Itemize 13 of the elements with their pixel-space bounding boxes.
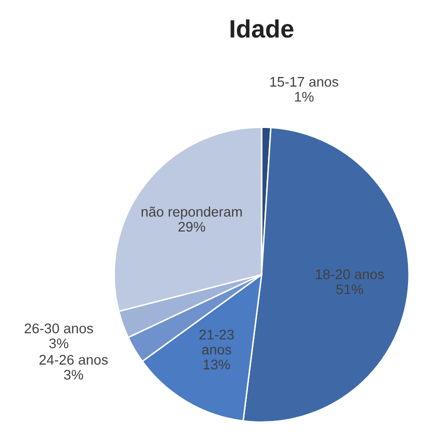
slice-label: não reponderam xyxy=(142,206,242,220)
data-label: 1% xyxy=(295,92,314,102)
slice-label: 21-23 anos xyxy=(200,330,234,355)
slice-label: 15-17 anos xyxy=(270,77,338,87)
data-label: 51% xyxy=(336,284,364,294)
slice-label: 26-30 anos xyxy=(24,323,93,334)
data-label: 3% xyxy=(64,370,84,380)
data-label: 29% xyxy=(178,222,206,232)
slice-label: 24-26 anos xyxy=(39,354,108,365)
slice-label: 18-20 anos xyxy=(316,269,384,280)
data-label: 13% xyxy=(204,360,230,370)
data-label: 3% xyxy=(49,338,68,348)
chart-title: Idade xyxy=(230,19,294,38)
